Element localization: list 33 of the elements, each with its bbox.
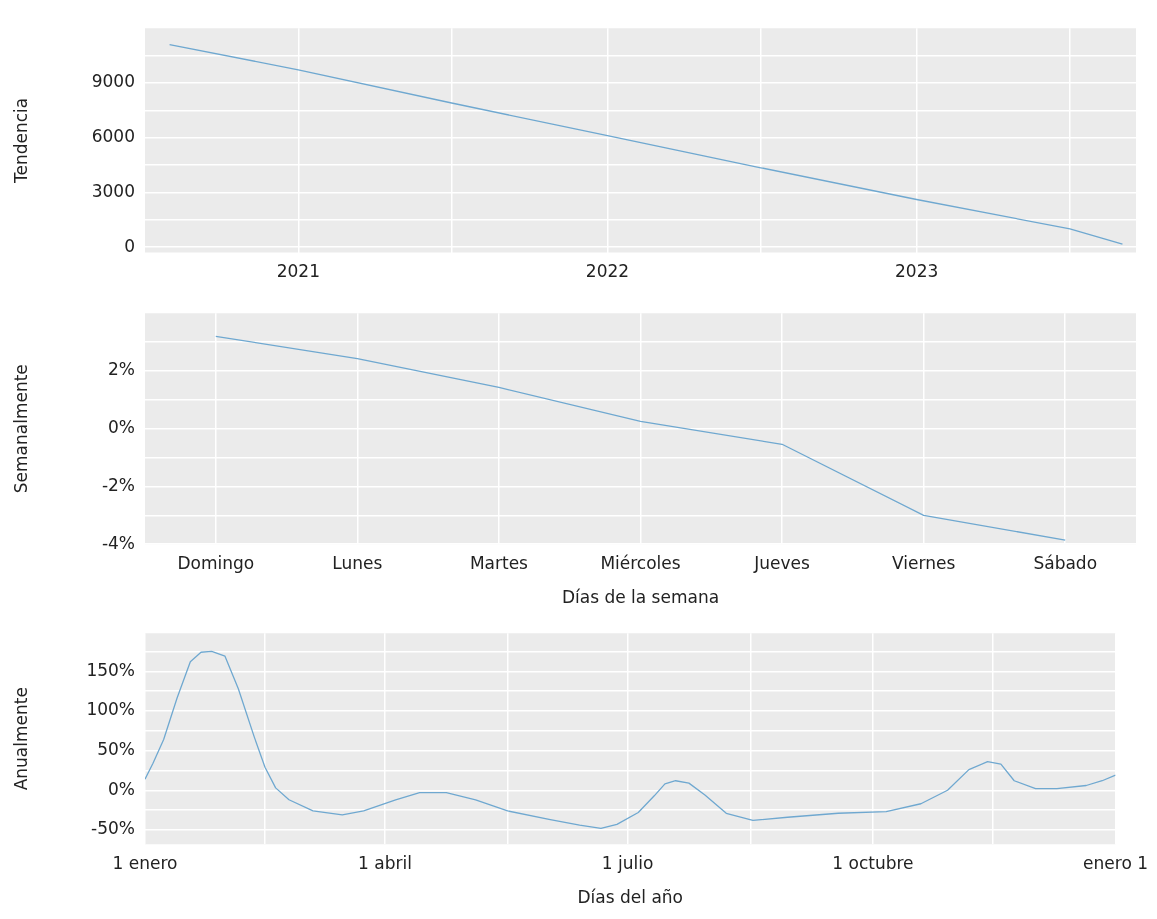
x-tick-label: 1 julio	[601, 852, 654, 873]
y-axis-title: Semanalmente	[10, 364, 31, 494]
x-tick-label: 1 octubre	[832, 852, 914, 873]
x-tick-label: Jueves	[753, 552, 811, 573]
y-tick-label: 6000	[91, 126, 135, 147]
x-tick-label: Lunes	[332, 552, 383, 573]
x-axis-title: Días de la semana	[561, 587, 720, 608]
x-tick-label: Miércoles	[600, 552, 681, 573]
x-tick-label: 2023	[894, 261, 939, 282]
y-tick-label: 0%	[108, 778, 135, 799]
x-tick-label: Domingo	[177, 552, 255, 573]
y-tick-label: 50%	[97, 739, 135, 760]
y-axis-title: Anualmente	[10, 687, 31, 791]
y-tick-label: 0%	[108, 417, 135, 438]
x-tick-label: Martes	[469, 552, 529, 573]
y-tick-label: 100%	[86, 699, 135, 720]
x-axis-title: Días del año	[577, 887, 683, 908]
y-tick-label: -4%	[101, 532, 135, 553]
y-tick-label: 0	[124, 235, 135, 256]
x-tick-label: Viernes	[892, 552, 956, 573]
y-tick-label: -50%	[91, 818, 135, 839]
y-tick-label: 3000	[91, 180, 135, 201]
y-axis-title: Tendencia	[10, 97, 31, 185]
x-tick-label: 2021	[276, 261, 320, 282]
x-tick-label: 2022	[585, 261, 630, 282]
x-tick-label: 1 enero	[112, 852, 178, 873]
x-tick-label: enero 1	[1083, 852, 1148, 873]
x-tick-label: 1 abril	[358, 852, 412, 873]
x-tick-label: Sábado	[1033, 552, 1098, 573]
y-tick-label: -2%	[101, 474, 135, 495]
y-tick-label: 9000	[91, 71, 135, 92]
y-tick-label: 2%	[108, 359, 135, 380]
y-tick-label: 150%	[86, 659, 135, 680]
